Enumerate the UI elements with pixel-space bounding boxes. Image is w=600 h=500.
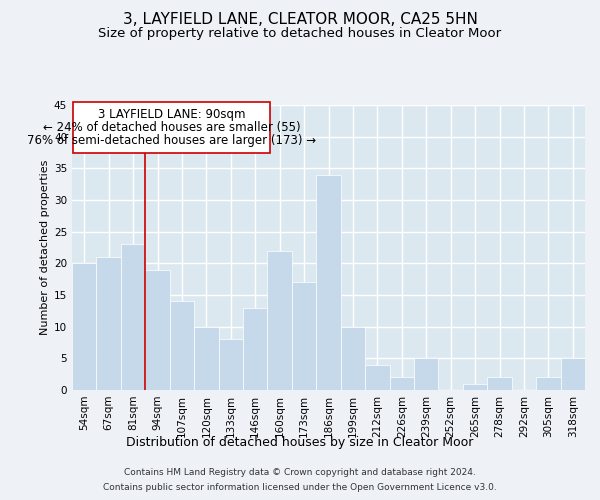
Y-axis label: Number of detached properties: Number of detached properties xyxy=(40,160,50,335)
Bar xyxy=(365,364,389,390)
Bar xyxy=(243,308,268,390)
Bar xyxy=(341,326,365,390)
Bar xyxy=(72,264,97,390)
Bar xyxy=(389,378,414,390)
Bar xyxy=(560,358,585,390)
Bar xyxy=(145,270,170,390)
Bar xyxy=(268,250,292,390)
Text: Contains public sector information licensed under the Open Government Licence v3: Contains public sector information licen… xyxy=(103,483,497,492)
Bar xyxy=(121,244,145,390)
Text: Size of property relative to detached houses in Cleator Moor: Size of property relative to detached ho… xyxy=(98,28,502,40)
Bar xyxy=(292,282,316,390)
Bar xyxy=(170,302,194,390)
Text: 76% of semi-detached houses are larger (173) →: 76% of semi-detached houses are larger (… xyxy=(27,134,316,147)
Bar xyxy=(194,326,218,390)
Bar xyxy=(97,257,121,390)
Bar xyxy=(536,378,560,390)
Bar xyxy=(463,384,487,390)
Bar xyxy=(316,174,341,390)
Bar xyxy=(487,378,512,390)
Text: Distribution of detached houses by size in Cleator Moor: Distribution of detached houses by size … xyxy=(127,436,473,449)
Text: ← 24% of detached houses are smaller (55): ← 24% of detached houses are smaller (55… xyxy=(43,121,301,134)
Text: 3, LAYFIELD LANE, CLEATOR MOOR, CA25 5HN: 3, LAYFIELD LANE, CLEATOR MOOR, CA25 5HN xyxy=(122,12,478,28)
FancyBboxPatch shape xyxy=(73,102,270,152)
Text: 3 LAYFIELD LANE: 90sqm: 3 LAYFIELD LANE: 90sqm xyxy=(98,108,245,120)
Bar xyxy=(218,340,243,390)
Bar xyxy=(414,358,439,390)
Text: Contains HM Land Registry data © Crown copyright and database right 2024.: Contains HM Land Registry data © Crown c… xyxy=(124,468,476,477)
